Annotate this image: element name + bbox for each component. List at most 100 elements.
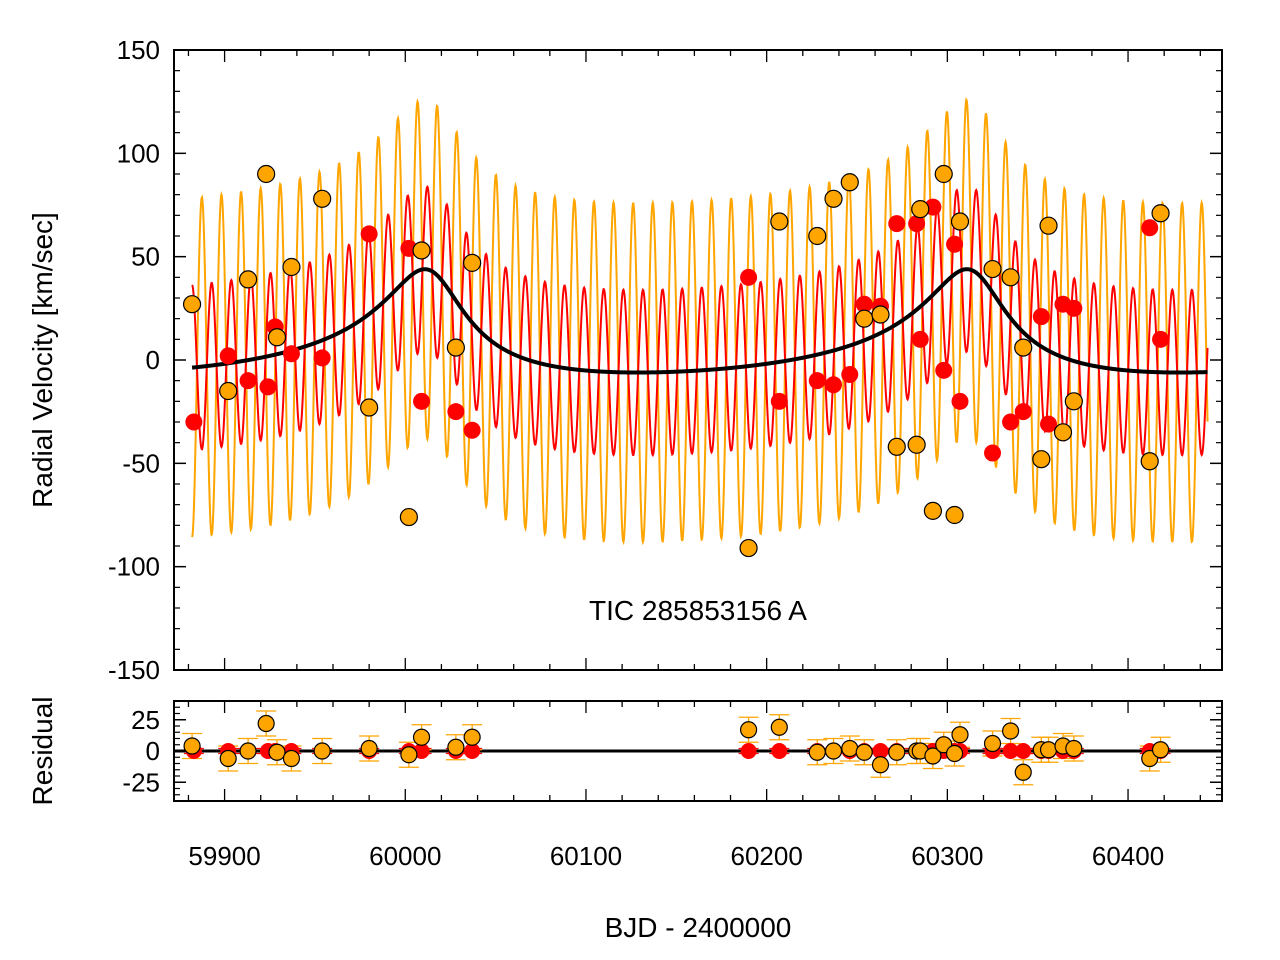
primary-rv-point [770,392,788,410]
secondary-residual-point [945,744,964,763]
x-tick-label: 60400 [1092,841,1164,871]
secondary-residual-point [268,743,286,761]
secondary-rv-point [739,538,758,558]
secondary-residual-point [412,728,431,746]
secondary-rv-point [267,328,287,347]
secondary-rv-point [282,257,301,277]
secondary-rv-point [770,212,789,231]
secondary-rv-point [1151,204,1170,223]
res-y-tick-label: 0 [146,736,160,766]
primary-rv-point [935,361,953,379]
primary-rv-point [239,372,257,390]
secondary-residual-point [1065,739,1083,758]
secondary-rv-point [855,309,874,328]
secondary-rv-point [360,398,379,417]
secondary-residual-point [841,739,859,758]
secondary-residual-point [239,742,257,760]
secondary-rv-point [1014,338,1033,357]
secondary-residual-point [400,746,418,764]
primary-rv-point [259,378,277,396]
secondary-residual-point [983,734,1002,753]
secondary-rv-point [182,295,202,314]
res-y-tick-label: -25 [122,767,160,797]
primary-rv-point [447,403,465,421]
primary-residual-point [771,743,788,759]
res-y-tick-label: 25 [131,705,160,735]
secondary-residual-point [282,749,301,768]
secondary-residual-point [951,726,969,744]
primary-residual-point [740,743,757,759]
secondary-rv-point [950,212,970,231]
primary-rv-point [855,295,873,313]
secondary-residual-point [219,749,237,768]
secondary-rv-point [1032,450,1051,469]
primary-residual-point [1015,743,1032,759]
secondary-rv-point [1039,216,1058,235]
outer-orbit-curve [191,267,1208,375]
secondary-residual-point [924,747,942,765]
secondary-rv-point [945,505,964,525]
y-tick-label: 150 [117,35,160,65]
secondary-residual-point [1001,722,1020,740]
secondary-residual-point [360,739,378,758]
primary-rv-point [951,392,969,410]
secondary-residual-point [1014,763,1032,781]
secondary-rv-point [907,435,926,454]
primary-rv-point [1014,403,1032,421]
secondary-residual-point [463,728,481,746]
secondary-rv-point [238,270,258,289]
primary-model-curve [191,185,1209,458]
secondary-rv-point [983,259,1002,279]
secondary-rv-point [808,226,827,246]
secondary-residual-point [808,743,826,761]
primary-rv-point [1040,415,1058,433]
y-tick-label: -150 [108,655,160,685]
primary-rv-point [282,345,300,363]
secondary-rv-point [1053,423,1073,442]
residual-y-axis-title: Residual [27,697,58,806]
primary-rv-point [1002,413,1020,431]
secondary-rv-point [463,253,482,272]
secondary-residual-point [824,742,843,760]
x-tick-label: 59900 [188,841,260,871]
x-tick-label: 60000 [369,841,441,871]
secondary-rv-point [412,241,431,260]
primary-rv-point [984,444,1002,462]
secondary-rv-point [257,164,276,184]
secondary-rv-point [446,338,465,357]
primary-rv-point [463,421,481,439]
secondary-residual-point [313,742,331,760]
secondary-rv-point [1140,452,1159,471]
target-name-annotation: TIC 285853156 A [589,595,807,626]
primary-rv-point [946,235,964,253]
secondary-rv-point [1064,392,1083,411]
rv-y-axis-title: Radial Velocity [km/sec] [27,212,58,508]
y-tick-label: 100 [117,138,160,168]
secondary-rv-point [911,200,930,219]
primary-rv-point [888,215,906,233]
primary-rv-point [808,372,826,390]
primary-rv-point [219,347,237,365]
secondary-rv-point [1001,268,1020,287]
primary-rv-point [841,365,859,383]
y-tick-label: -50 [122,448,160,478]
primary-residual-point [413,743,430,759]
secondary-rv-point [840,173,859,192]
y-tick-label: 0 [146,345,160,375]
primary-rv-point [1065,299,1083,317]
secondary-rv-point [871,305,890,324]
primary-rv-point [313,349,331,367]
secondary-residual-point [739,721,758,739]
primary-rv-point [1152,330,1170,348]
secondary-residual-point [888,743,906,761]
secondary-rv-point [399,507,418,527]
secondary-model-curve [191,97,1209,546]
primary-residual-point [1002,743,1019,759]
y-tick-label: -100 [108,552,160,582]
secondary-residual-point [183,737,201,755]
y-tick-label: 50 [131,242,160,272]
x-tick-label: 60300 [911,841,983,871]
primary-rv-point [740,268,758,286]
